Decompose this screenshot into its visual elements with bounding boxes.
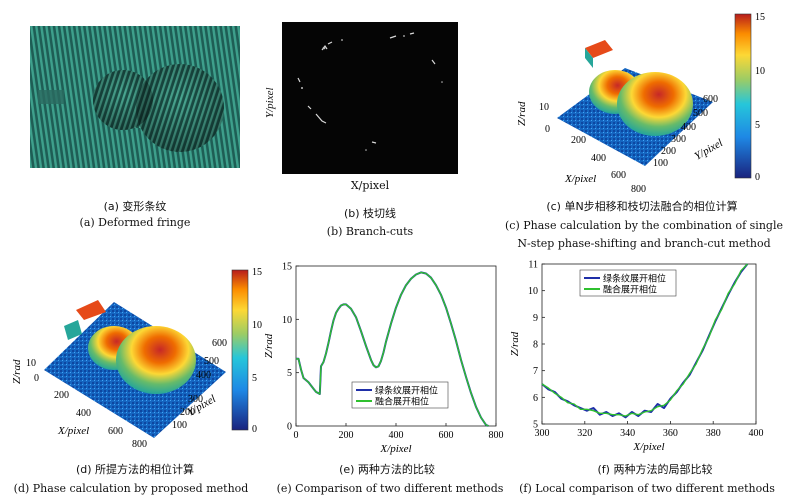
c-zlabel: Z/rad [516, 101, 528, 126]
caption-b-zh: (b) 枝切线 [343, 207, 397, 220]
c-xtick-200: 200 [571, 135, 586, 146]
x-tick-label: 600 [439, 430, 454, 441]
c-ytick-400: 400 [681, 122, 696, 133]
y-tick-label: 10 [282, 315, 292, 326]
c-xtick-800: 800 [631, 184, 646, 195]
c-ztick-0: 0 [545, 124, 550, 135]
y-tick-label: 15 [282, 262, 292, 273]
x-tick-label: 400 [389, 430, 404, 441]
branch-cuts-image [297, 32, 443, 151]
caption-b-en: (b) Branch-cuts [326, 225, 414, 238]
d-xtick-600: 600 [108, 426, 123, 437]
y-tick-label: 5 [533, 420, 538, 431]
x-tick-label: 320 [577, 428, 592, 439]
caption-d-en: (d) Phase calculation by proposed method [13, 482, 249, 495]
x-tick-label: 0 [294, 430, 299, 441]
caption-f-zh: (f) 两种方法的局部比较 [597, 463, 713, 476]
x-tick-label: 400 [749, 428, 764, 439]
caption-d-zh: (d) 所提方法的相位计算 [75, 463, 195, 476]
series-line-2 [296, 271, 489, 427]
series-line-2 [541, 263, 748, 417]
cbar-d-5: 5 [252, 373, 257, 384]
x-tick-label: 380 [706, 428, 721, 439]
cbar-c-10: 10 [755, 66, 765, 77]
cbar-c-5: 5 [755, 120, 760, 131]
y-tick-label: 10 [528, 286, 538, 297]
y-tick-label: 5 [287, 368, 292, 379]
y-tick-label: 7 [533, 366, 538, 377]
c-ztick-10: 10 [539, 102, 549, 113]
caption-c-en-2: N-step phase-shifting and branch-cut met… [517, 237, 771, 250]
y-axis-label: Z/rad [510, 331, 521, 356]
c-xtick-600: 600 [611, 170, 626, 181]
c-ylabel: Y/pixel [693, 137, 725, 163]
c-xtick-400: 400 [591, 153, 606, 164]
caption-f-en: (f) Local comparison of two different me… [519, 482, 775, 495]
caption-a-en: (a) Deformed fringe [79, 216, 191, 229]
caption-a-zh: (a) 变形条纹 [103, 200, 167, 213]
panel-b [282, 22, 458, 174]
legend-box [351, 381, 449, 409]
x-tick-label: 360 [663, 428, 678, 439]
x-axis-label: X/pixel [632, 441, 664, 453]
x-tick-label: 340 [620, 428, 635, 439]
c-ytick-300: 300 [671, 134, 686, 145]
panel-d-surface-plot: 200 400 600 800 100 200 300 400 500 600 … [11, 267, 262, 450]
c-ytick-500: 500 [693, 108, 708, 119]
legend-box [579, 269, 677, 297]
legend-label: 融合展开相位 [603, 284, 657, 296]
y-tick-label: 11 [528, 260, 538, 271]
d-ytick-300: 300 [188, 394, 203, 405]
c-ytick-600: 600 [703, 94, 718, 105]
legend-label: 绿条纹展开相位 [375, 385, 438, 397]
y-tick-label: 0 [287, 422, 292, 433]
y-axis-label: Z/rad [263, 333, 275, 358]
cbar-d-10: 10 [252, 320, 262, 331]
d-ytick-100: 100 [172, 420, 187, 431]
c-ytick-200: 200 [661, 146, 676, 157]
caption-c-en-1: (c) Phase calculation by the combination… [505, 219, 783, 232]
x-tick-label: 200 [339, 430, 354, 441]
x-tick-label: 300 [535, 428, 550, 439]
caption-e-zh: (e) 两种方法的比较 [339, 463, 435, 476]
d-ytick-500: 500 [204, 356, 219, 367]
colorbar-d [231, 269, 249, 431]
cbar-d-15: 15 [252, 267, 262, 278]
cbar-c-15: 15 [755, 12, 765, 23]
c-ytick-100: 100 [653, 158, 668, 169]
d-ytick-200: 200 [180, 407, 195, 418]
deformed-fringe-image [30, 26, 240, 168]
y-tick-label: 6 [533, 393, 538, 404]
d-xlabel: X/pixel [57, 425, 89, 437]
x-axis-label: X/pixel [379, 443, 411, 455]
legend-label: 绿条纹展开相位 [603, 273, 666, 285]
panel-a [30, 26, 240, 168]
cbar-c-0: 0 [755, 172, 760, 183]
panel-c-surface-plot: 200 400 600 800 100 200 300 400 500 600 … [516, 12, 765, 195]
legend-label: 融合展开相位 [375, 396, 429, 408]
colorbar-c [734, 13, 752, 179]
cbar-d-0: 0 [252, 424, 257, 435]
chart-f: 300 320 340 360 380 400 5 6 7 8 9 10 11 X/pixel Z/rad 绿… [510, 260, 764, 454]
chart-e: 0 200 400 600 800 0 5 10 15 X/pixel Z/rad 绿条纹展开相位融合… [263, 262, 504, 456]
d-zlabel: Z/rad [11, 359, 23, 384]
c-xlabel: X/pixel [564, 173, 596, 185]
d-ytick-600: 600 [212, 338, 227, 349]
x-tick-label: 800 [489, 430, 504, 441]
d-xtick-200: 200 [54, 390, 69, 401]
d-ztick-0: 0 [34, 373, 39, 384]
d-ytick-400: 400 [196, 370, 211, 381]
caption-c-zh: (c) 单N步相移和枝切法融合的相位计算 [546, 200, 738, 213]
d-ztick-10: 10 [26, 358, 36, 369]
d-xtick-800: 800 [132, 439, 147, 450]
panel-b-xlabel: X/pixel [350, 179, 390, 192]
y-tick-label: 8 [533, 340, 538, 351]
d-xtick-400: 400 [76, 408, 91, 419]
y-tick-label: 9 [533, 313, 538, 324]
caption-e-en: (e) Comparison of two different methods [276, 482, 504, 495]
